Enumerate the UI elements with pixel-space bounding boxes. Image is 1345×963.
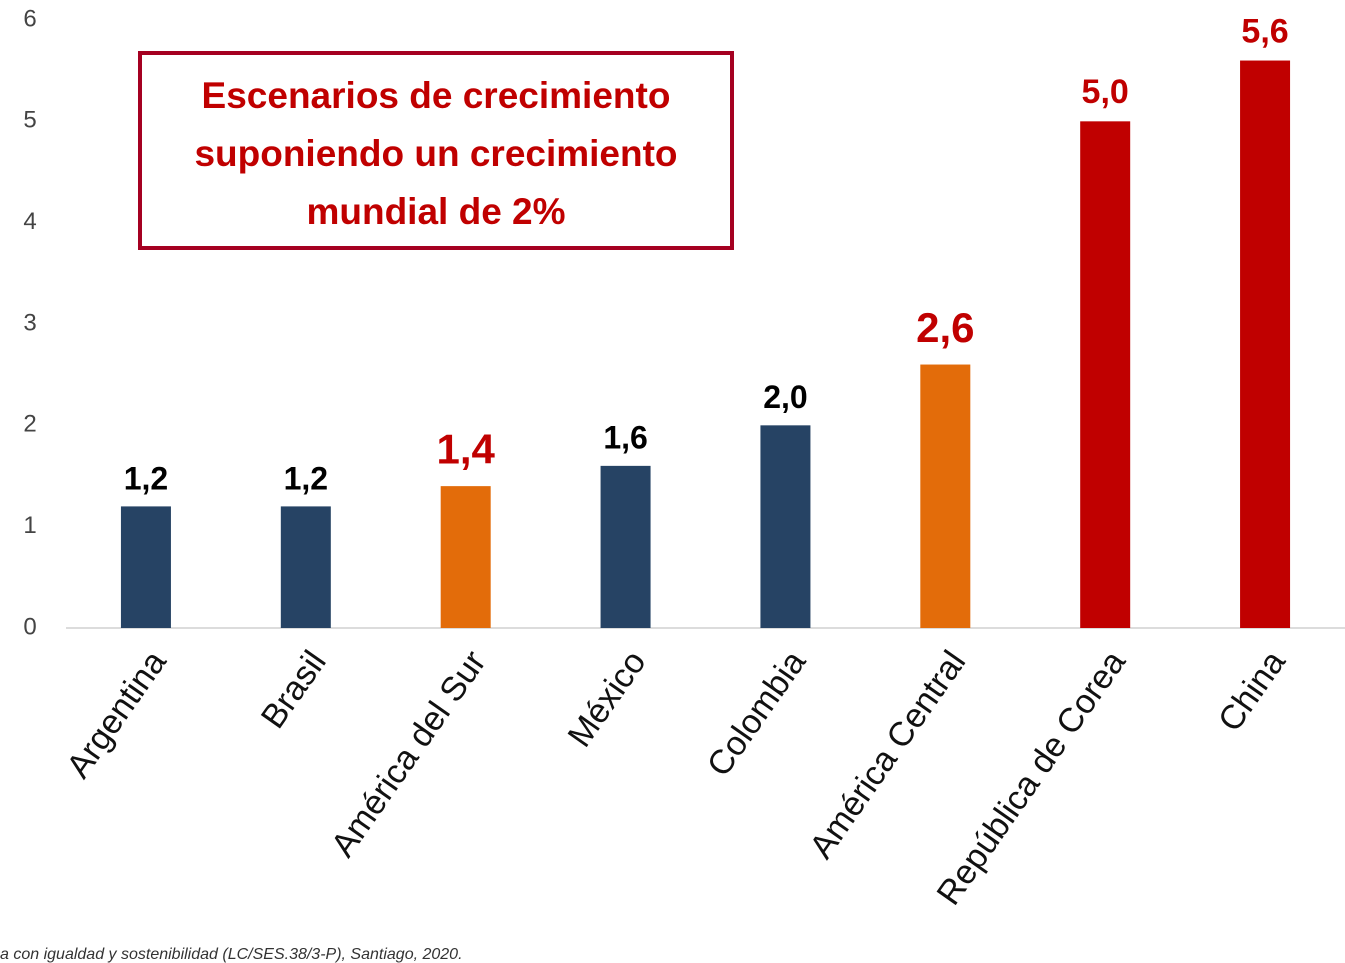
bar	[440, 486, 491, 628]
data-label: 1,2	[124, 460, 168, 496]
y-tick-label: 5	[23, 107, 36, 134]
x-tick-label: Colombia	[700, 644, 814, 784]
data-label: 5,0	[1082, 73, 1129, 111]
bar	[1240, 60, 1291, 629]
data-label: 2,0	[763, 379, 807, 415]
y-tick-label: 1	[23, 512, 36, 539]
y-tick-label: 2	[23, 411, 36, 438]
data-label: 1,2	[284, 460, 328, 496]
x-tick-label: América del Sur	[324, 644, 494, 864]
annotation-text: Escenarios de crecimiento	[202, 75, 671, 116]
bar	[120, 506, 171, 628]
x-tick-label: China	[1211, 644, 1293, 739]
data-label: 2,6	[916, 304, 974, 351]
bar	[600, 465, 651, 628]
bar	[280, 506, 331, 628]
data-label: 1,4	[436, 426, 495, 473]
y-tick-label: 4	[23, 208, 36, 235]
y-tick-label: 3	[23, 309, 36, 336]
data-label: 1,6	[603, 420, 647, 456]
y-tick-label: 6	[23, 5, 36, 32]
bar	[760, 425, 811, 628]
annotation-box	[138, 51, 734, 250]
bar	[1080, 121, 1131, 628]
annotation-text: mundial de 2%	[306, 191, 565, 232]
x-tick-label: Argentina	[59, 644, 174, 785]
annotation-text: suponiendo un crecimiento	[194, 133, 677, 174]
source-note: a con igualdad y sostenibilidad (LC/SES.…	[0, 946, 463, 963]
x-tick-label: México	[561, 644, 654, 754]
y-tick-label: 0	[23, 613, 36, 640]
x-tick-label: Brasil	[254, 644, 334, 735]
x-tick-label: América Central	[802, 644, 973, 865]
bar	[920, 364, 971, 628]
data-label: 5,6	[1241, 12, 1288, 50]
